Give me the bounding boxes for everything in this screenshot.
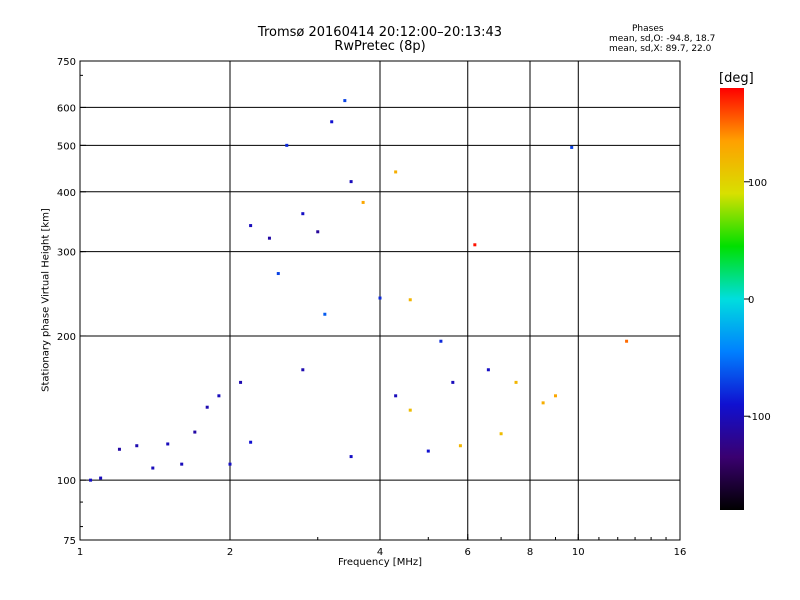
- legend-heading: Phases: [632, 24, 664, 34]
- colorbar: [deg] 100 0 -100: [719, 71, 771, 510]
- data-point: [217, 394, 221, 398]
- data-point: [228, 462, 232, 466]
- data-point: [394, 394, 398, 398]
- data-point: [316, 230, 320, 234]
- data-point: [135, 444, 139, 448]
- data-point: [166, 442, 170, 446]
- data-point: [323, 312, 327, 316]
- x-tick-label: 6: [465, 547, 471, 558]
- data-point: [89, 478, 93, 482]
- x-tick-label: 2: [227, 547, 233, 558]
- data-point: [426, 449, 430, 453]
- data-point: [408, 298, 412, 302]
- x-axis-label: Frequency [MHz]: [337, 557, 423, 568]
- y-tick-label: 500: [57, 141, 76, 152]
- data-point: [205, 405, 209, 409]
- grid-lines: [80, 61, 680, 540]
- data-point: [349, 455, 353, 459]
- x-tick-label: 16: [674, 547, 687, 558]
- x-axis-ticks: 1 2 4 6 8 10 16: [77, 534, 687, 558]
- legend-x-mode-stats: mean, sd,X: 89.7, 22.0: [609, 44, 712, 54]
- x-tick-label: 10: [572, 547, 585, 558]
- data-point: [180, 462, 184, 466]
- legend-o-mode-stats: mean, sd,O: -94.8, 18.7: [609, 34, 716, 44]
- data-point: [514, 380, 518, 384]
- data-point: [541, 401, 545, 405]
- data-point: [408, 408, 412, 412]
- data-point: [553, 394, 557, 398]
- data-point: [473, 243, 477, 247]
- data-point: [249, 224, 253, 228]
- colorbar-tick-label: 100: [748, 178, 767, 189]
- data-point: [301, 212, 305, 216]
- colorbar-scale: [720, 88, 744, 510]
- y-tick-label: 75: [63, 536, 76, 547]
- colorbar-tick-label: 0: [748, 295, 754, 306]
- y-tick-label: 750: [57, 57, 76, 68]
- data-point: [458, 444, 462, 448]
- chart-title: Tromsø 20160414 20:12:00–20:13:43: [257, 25, 503, 40]
- data-point: [151, 466, 155, 470]
- y-tick-label: 300: [57, 248, 76, 259]
- data-point: [285, 143, 289, 147]
- data-point: [349, 180, 353, 184]
- data-point: [301, 368, 305, 372]
- data-point: [394, 170, 398, 174]
- data-point: [99, 476, 103, 480]
- data-point: [239, 380, 243, 384]
- data-point: [249, 440, 253, 444]
- data-point: [117, 447, 121, 451]
- data-point: [361, 200, 365, 204]
- x-tick-label: 8: [527, 547, 533, 558]
- data-points: [89, 99, 629, 482]
- y-tick-label: 200: [57, 332, 76, 343]
- x-tick-label: 4: [377, 547, 383, 558]
- data-point: [570, 145, 574, 149]
- data-point: [330, 120, 334, 124]
- data-point: [439, 339, 443, 343]
- data-point: [499, 432, 503, 436]
- y-axis-ticks: 75 100 200 300 400 500 600 750: [57, 57, 86, 547]
- data-point: [451, 380, 455, 384]
- data-point: [625, 339, 629, 343]
- chart-subtitle: RwPretec (8p): [334, 39, 426, 54]
- y-tick-label: 400: [57, 188, 76, 199]
- data-point: [193, 430, 197, 434]
- colorbar-label: [deg]: [719, 71, 754, 86]
- data-point: [276, 272, 280, 276]
- colorbar-ticks: 100 0 -100: [744, 178, 771, 423]
- y-tick-label: 600: [57, 103, 76, 114]
- data-point: [486, 368, 490, 372]
- x-tick-label: 1: [77, 547, 83, 558]
- data-point: [378, 296, 382, 300]
- data-point: [343, 99, 347, 103]
- colorbar-tick-label: -100: [748, 412, 771, 423]
- y-tick-label: 100: [57, 476, 76, 487]
- data-point: [267, 236, 271, 240]
